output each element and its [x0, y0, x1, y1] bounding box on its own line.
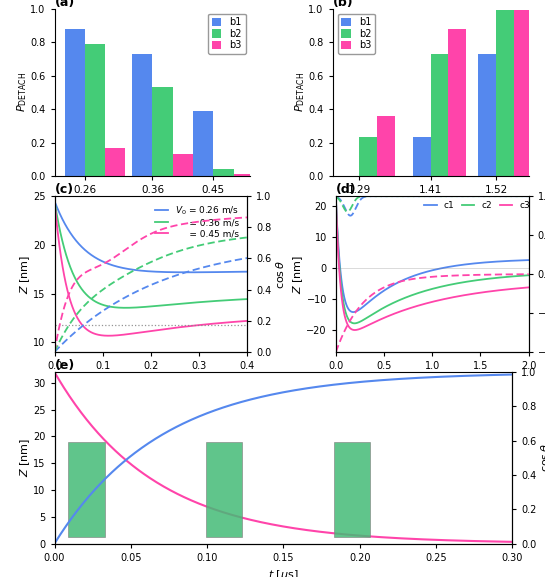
- Bar: [496, 10, 514, 176]
- Legend: b1, b2, b3: b1, b2, b3: [337, 13, 376, 54]
- Text: (c): (c): [54, 183, 74, 196]
- Bar: [193, 111, 213, 176]
- Bar: [413, 137, 431, 176]
- Bar: [105, 148, 125, 176]
- Bar: [153, 87, 173, 176]
- Bar: [514, 10, 531, 176]
- Bar: [360, 137, 377, 176]
- Legend: c1, c2, c3: c1, c2, c3: [420, 197, 534, 214]
- X-axis label: $t$ [$\mu$s]: $t$ [$\mu$s]: [268, 568, 299, 577]
- Y-axis label: $Z$ [nm]: $Z$ [nm]: [291, 254, 305, 294]
- Y-axis label: $Z$ [nm]: $Z$ [nm]: [18, 439, 32, 477]
- Legend: $V_0$ = 0.26 m/s,      = 0.36 m/s,      = 0.45 m/s: $V_0$ = 0.26 m/s, = 0.36 m/s, = 0.45 m/s: [152, 201, 243, 242]
- Bar: [449, 29, 467, 176]
- Bar: [431, 54, 449, 176]
- Bar: [65, 29, 85, 176]
- X-axis label: $t$ [$\mu$s]: $t$ [$\mu$s]: [417, 377, 447, 391]
- Y-axis label: $\cos\theta$: $\cos\theta$: [540, 443, 545, 473]
- Y-axis label: $Z$ [nm]: $Z$ [nm]: [18, 254, 32, 294]
- X-axis label: $V_0$ [m/s]: $V_0$ [m/s]: [129, 201, 176, 215]
- FancyBboxPatch shape: [334, 443, 371, 537]
- Bar: [173, 154, 193, 176]
- Bar: [132, 54, 153, 176]
- FancyBboxPatch shape: [68, 443, 105, 537]
- Y-axis label: $\cos\theta$: $\cos\theta$: [275, 260, 287, 288]
- Text: (a): (a): [54, 0, 75, 9]
- Bar: [213, 169, 234, 176]
- Text: (e): (e): [54, 359, 75, 372]
- Text: (b): (b): [332, 0, 353, 9]
- Text: (d): (d): [336, 183, 356, 196]
- X-axis label: $V_0$ [m/s]: $V_0$ [m/s]: [407, 201, 454, 215]
- Bar: [377, 116, 395, 176]
- FancyBboxPatch shape: [205, 443, 242, 537]
- Bar: [85, 44, 105, 176]
- Legend: b1, b2, b3: b1, b2, b3: [208, 13, 246, 54]
- X-axis label: $t$ [$\mu$s]: $t$ [$\mu$s]: [136, 377, 166, 391]
- Bar: [478, 54, 496, 176]
- Y-axis label: $P_{\mathrm{DETACH}}$: $P_{\mathrm{DETACH}}$: [293, 72, 307, 113]
- Y-axis label: $P_{\mathrm{DETACH}}$: $P_{\mathrm{DETACH}}$: [15, 72, 29, 113]
- Bar: [234, 174, 254, 176]
